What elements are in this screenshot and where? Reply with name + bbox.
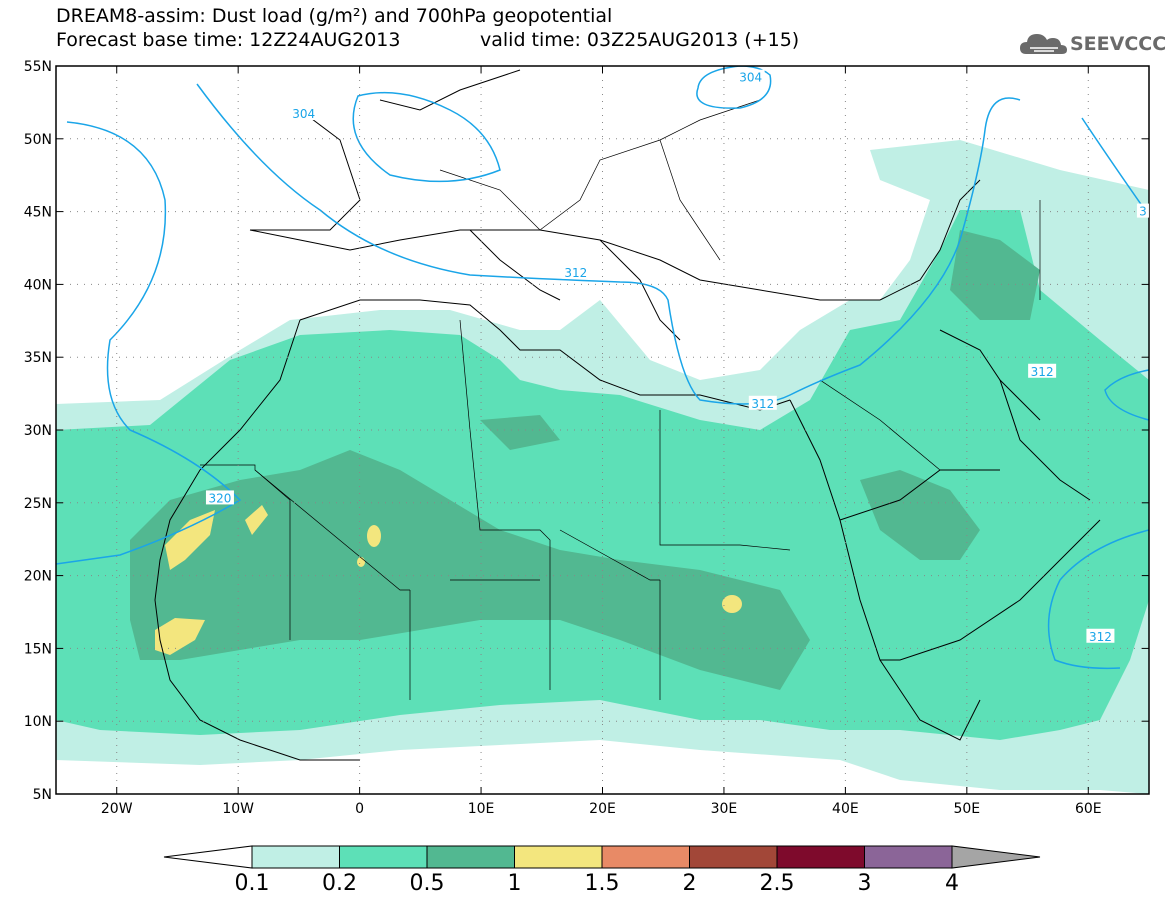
dust-hotspot-4 (367, 525, 381, 547)
colorbar-label: 0.2 (322, 871, 357, 896)
colorbar: 0.1 0.2 0.5 1 1.5 2 2.5 3 4 (163, 845, 1041, 896)
colorbar-label: 0.5 (410, 871, 445, 896)
colorbar-label: 1.5 (585, 871, 620, 896)
lat-tick-label: 25N (24, 496, 52, 512)
contour-labels: 304 304 312 312 312 312 320 3 (205, 69, 1149, 644)
lat-tick-label: 15N (24, 641, 52, 657)
lon-tick-label: 20E (589, 801, 616, 817)
colorbar-swatch (339, 845, 428, 869)
cloud-logo-icon (1020, 34, 1067, 54)
contour-label-bg (205, 490, 234, 505)
forecast-base-time: Forecast base time: 12Z24AUG2013 (56, 29, 401, 51)
contour-label-bg (736, 69, 765, 84)
contour-label: 304 (292, 107, 315, 121)
contour-label: 312 (751, 397, 774, 411)
contour-label: 312 (1031, 365, 1054, 379)
gridlines (56, 66, 1149, 794)
contour-label-bg (561, 264, 590, 279)
dust-hotspot-2 (245, 505, 268, 535)
colorbar-swatch (864, 845, 953, 869)
colorbar-label: 4 (945, 871, 959, 896)
contour-label: 320 (208, 491, 231, 505)
lat-tick-label: 55N (24, 59, 52, 75)
chart-title: DREAM8-assim: Dust load (g/m²) and 700hP… (56, 5, 613, 27)
contour-label-bg (1028, 363, 1057, 378)
lat-tick-label: 20N (24, 569, 52, 585)
lat-tick-label: 5N (33, 787, 52, 803)
lat-tick-label: 45N (24, 205, 52, 221)
valid-time: valid time: 03Z25AUG2013 (+15) (480, 29, 800, 51)
colorbar-swatch (514, 845, 603, 869)
colorbar-swatch (776, 845, 865, 869)
map-area (56, 66, 1149, 794)
lat-tick-label: 50N (24, 132, 52, 148)
colorbar-label: 1 (508, 871, 522, 896)
contour-label-bg (1086, 628, 1115, 643)
lat-tick-label: 30N (24, 423, 52, 439)
dust-hotspot-1 (165, 510, 215, 570)
contour-label: 312 (1089, 630, 1112, 644)
borders (200, 99, 1041, 700)
dust-band-03d (480, 415, 560, 450)
dust-hotspot-6 (722, 595, 742, 613)
lon-tick-label: 50E (953, 801, 980, 817)
colorbar-label: 3 (858, 871, 872, 896)
lon-tick-label: 60E (1075, 801, 1102, 817)
contour-label-bg (1136, 203, 1149, 218)
colorbar-under-arrow (163, 845, 253, 869)
coastlines (154, 69, 1101, 761)
contour-label: 312 (564, 266, 587, 280)
contour-label: 3 (1139, 205, 1147, 219)
logo-text: SEEVCCC (1070, 33, 1165, 55)
lon-tick-label: 40E (832, 801, 859, 817)
contour-label-bg (289, 106, 318, 121)
dust-band-03 (130, 450, 810, 690)
lon-tick-label: 10W (222, 801, 254, 817)
colorbar-swatch (689, 845, 778, 869)
colorbar-swatch (601, 845, 690, 869)
lat-tick-label: 10N (24, 714, 52, 730)
colorbar-over-arrow (951, 845, 1041, 869)
contour-label: 304 (739, 71, 762, 85)
lon-tick-label: 30E (711, 801, 738, 817)
lon-tick-label: 10E (468, 801, 495, 817)
colorbar-label: 2 (683, 871, 697, 896)
dust-band-03b (860, 470, 980, 560)
axis-ticks: 20W 10W 0 10E 20E 30E 40E 50E 60E55N50N45N40N35N… (24, 59, 1149, 817)
geopotential-contours (56, 66, 1149, 670)
colorbar-swatch (251, 845, 340, 869)
dust-hotspot-3 (155, 618, 205, 655)
colorbar-swatch (426, 845, 515, 869)
lat-tick-label: 40N (24, 277, 52, 293)
lon-tick-label: 0 (355, 801, 364, 817)
dust-hotspot-5 (357, 557, 365, 567)
lon-tick-label: 20W (101, 801, 133, 817)
dust-band-03c (950, 230, 1040, 320)
colorbar-label: 2.5 (760, 871, 795, 896)
colorbar-label: 0.1 (235, 871, 270, 896)
contour-label-bg (748, 395, 777, 410)
lat-tick-label: 35N (24, 350, 52, 366)
